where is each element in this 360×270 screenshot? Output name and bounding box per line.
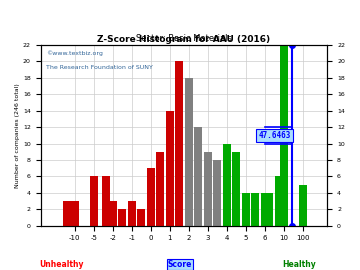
Text: The Research Foundation of SUNY: The Research Foundation of SUNY <box>46 65 153 70</box>
Bar <box>156 152 164 226</box>
Text: Score: Score <box>168 260 192 269</box>
Bar <box>71 201 79 226</box>
Text: ©www.textbiz.org: ©www.textbiz.org <box>46 50 103 56</box>
Bar <box>298 185 307 226</box>
Title: Z-Score Histogram for AAU (2016): Z-Score Histogram for AAU (2016) <box>97 35 270 44</box>
Bar <box>204 152 212 226</box>
Bar <box>118 209 126 226</box>
Bar <box>166 111 174 226</box>
Bar <box>265 193 273 226</box>
Bar <box>232 152 240 226</box>
Bar <box>280 119 288 226</box>
Bar <box>67 209 75 226</box>
Bar <box>102 177 110 226</box>
Text: 47.6463: 47.6463 <box>258 131 291 140</box>
Bar <box>263 201 271 226</box>
Text: Healthy: Healthy <box>282 260 316 269</box>
Y-axis label: Number of companies (246 total): Number of companies (246 total) <box>15 83 20 188</box>
Bar <box>280 45 288 226</box>
Bar <box>175 61 183 226</box>
Bar <box>109 201 117 226</box>
Text: Sector: Basic Materials: Sector: Basic Materials <box>136 34 232 43</box>
Bar <box>90 177 98 226</box>
Bar <box>194 127 202 226</box>
Bar <box>213 160 221 226</box>
Bar <box>147 168 155 226</box>
Bar <box>275 177 283 226</box>
Bar <box>137 209 145 226</box>
Bar <box>63 201 71 226</box>
Bar <box>261 193 269 226</box>
Bar <box>185 78 193 226</box>
Text: Unhealthy: Unhealthy <box>39 260 84 269</box>
Bar <box>128 201 136 226</box>
Bar <box>242 193 249 226</box>
Bar <box>251 193 259 226</box>
Bar <box>222 144 231 226</box>
Bar <box>280 135 288 226</box>
